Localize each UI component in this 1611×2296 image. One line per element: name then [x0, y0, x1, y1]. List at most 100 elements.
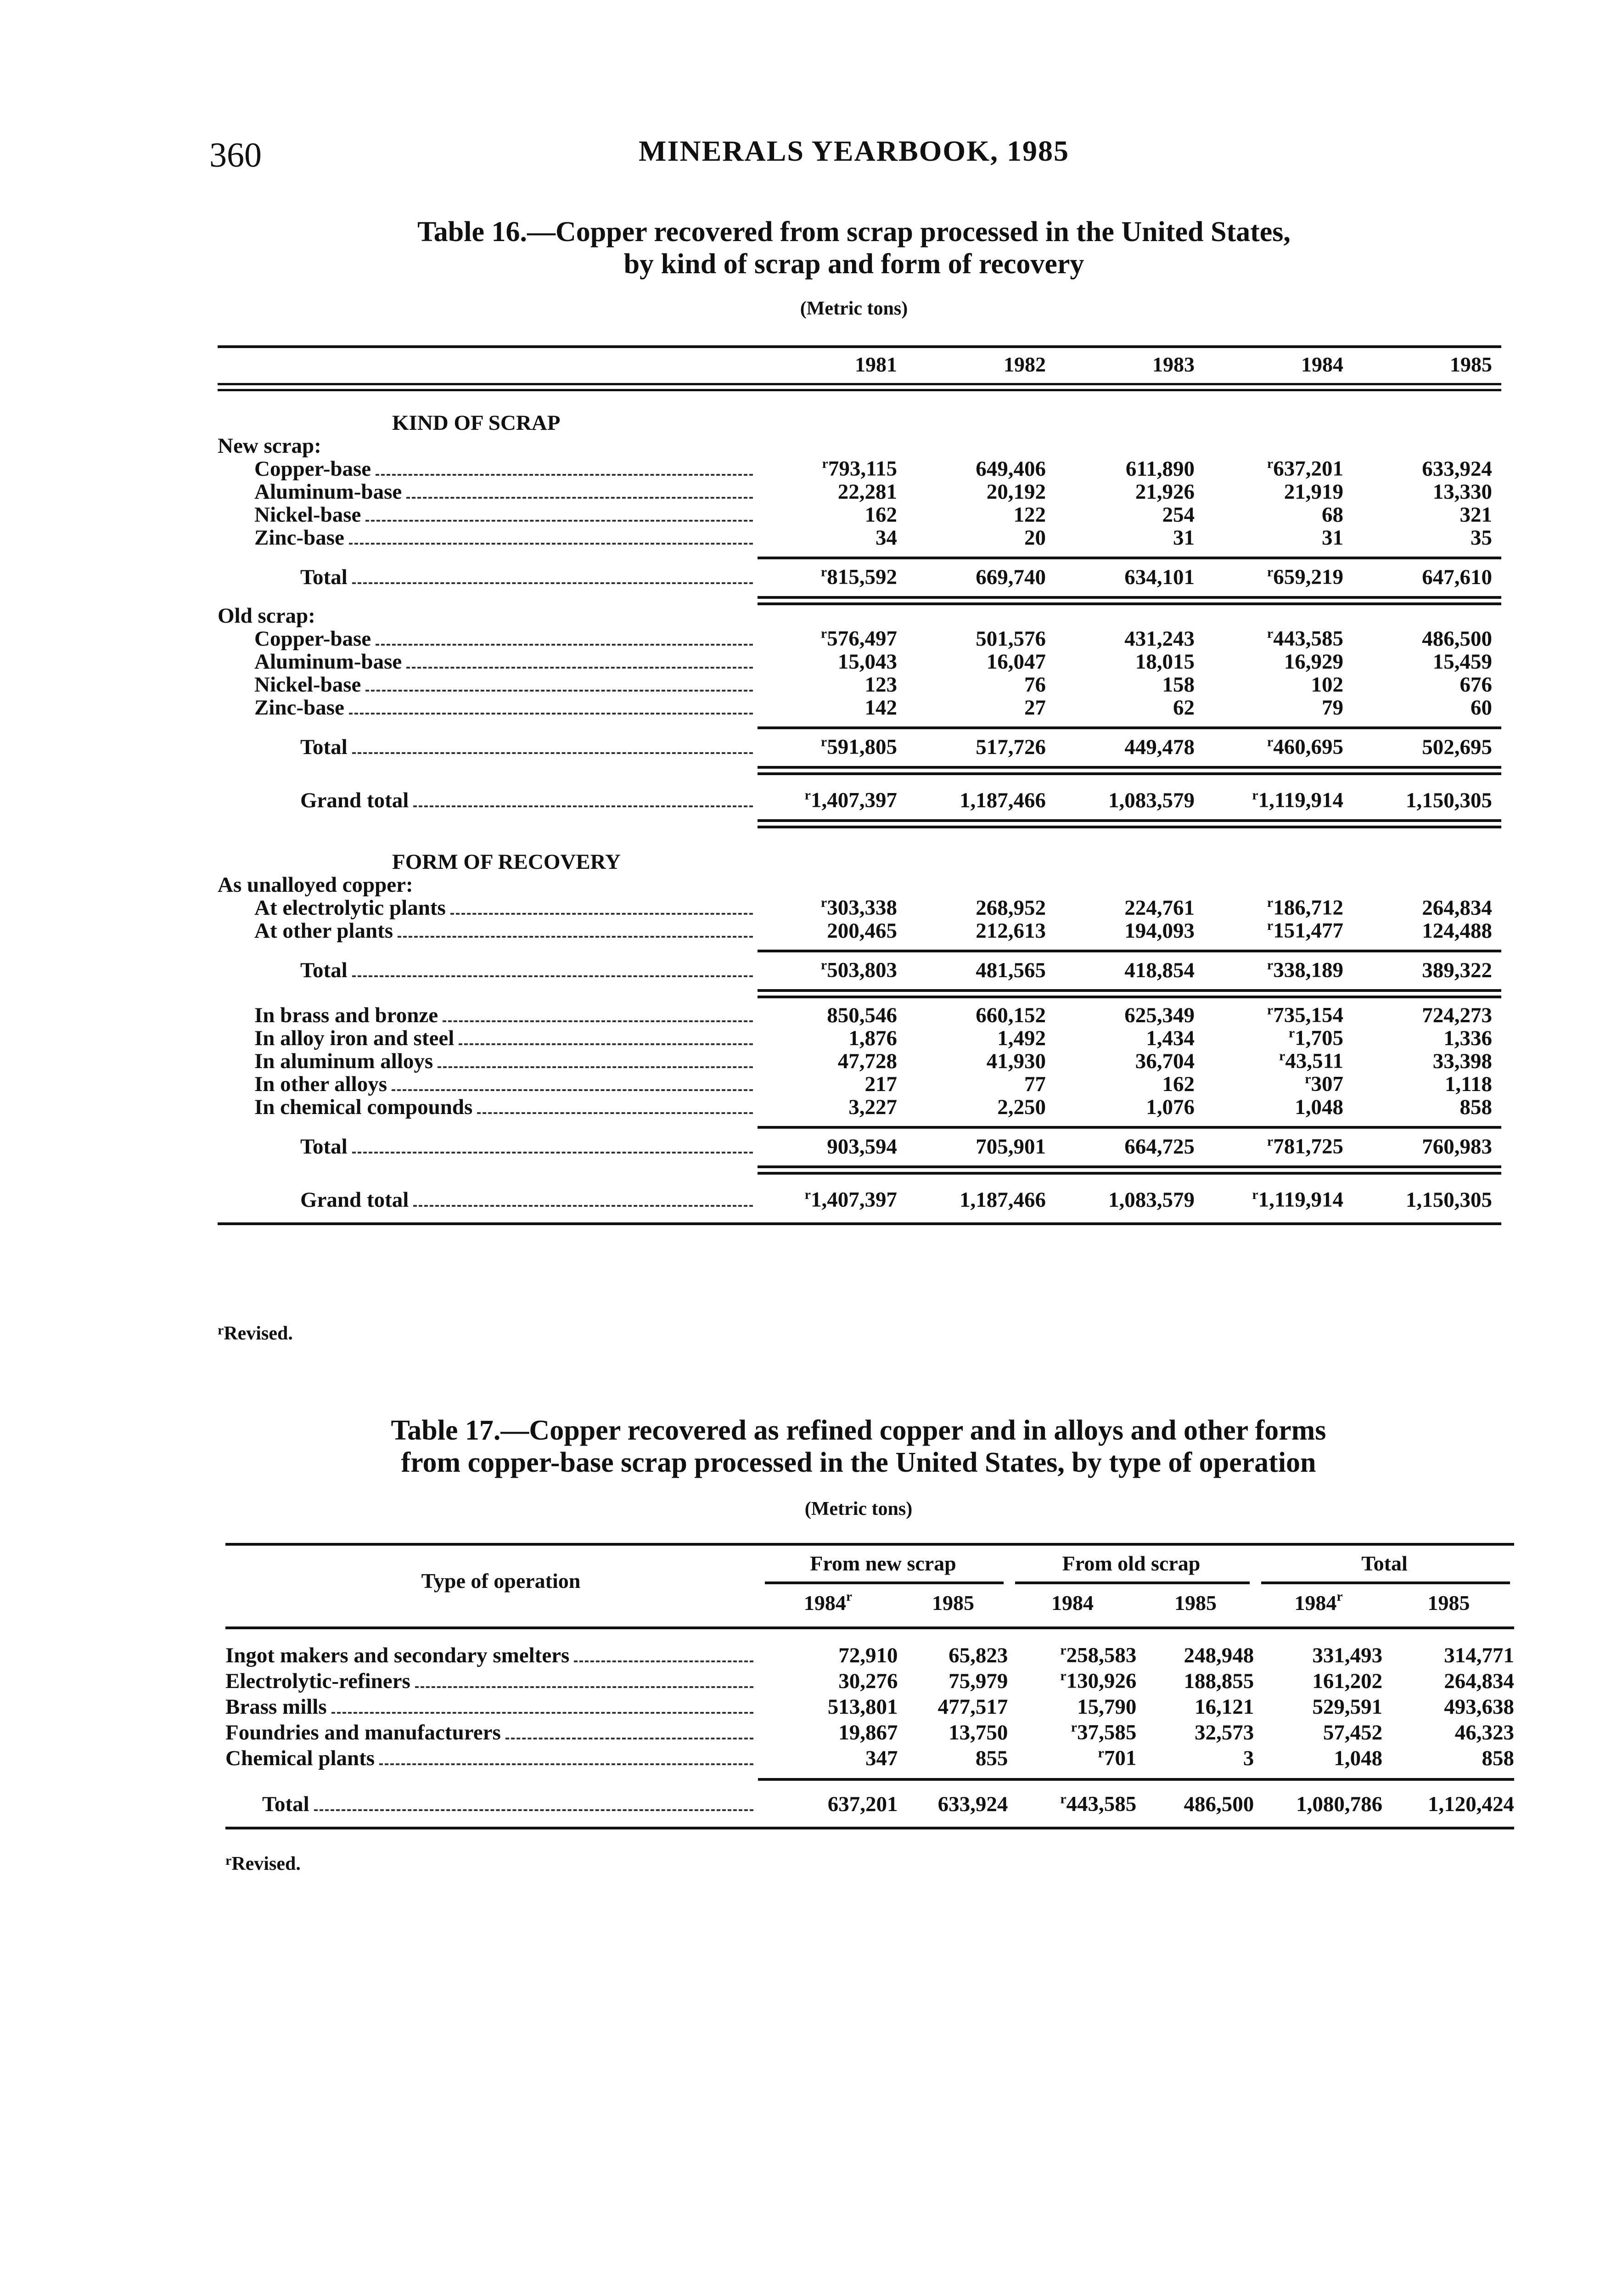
group-underline [1015, 1581, 1250, 1584]
value-cell: r637,201 [1267, 456, 1343, 481]
total-row: Total r591,805 517,726 449,478 r460,695 502,6… [218, 732, 1501, 760]
header-rule [225, 1626, 1514, 1629]
value-cell: 1,150,305 [1406, 1188, 1492, 1212]
row-label: Nickel-base [218, 672, 758, 697]
group-label: New scrap: [218, 434, 1501, 458]
value-cell: r460,695 [1267, 734, 1343, 759]
value-cell: 855 [975, 1746, 1008, 1770]
row-label-text: Copper-base [254, 627, 371, 651]
value-cell: 1,048 [1295, 1095, 1343, 1119]
value-cell: 268,952 [976, 896, 1046, 920]
revised-marker: r [846, 1589, 853, 1604]
row-label: FORM OF RECOVERY [218, 850, 758, 874]
table-row: Copper-base r793,115 649,406 611,890 r637,20… [218, 456, 1501, 481]
dot-leader [348, 713, 753, 715]
grand-total-row: Grand total r1,407,397 1,187,466 1,083,579 r… [218, 1185, 1501, 1212]
value-cell: 858 [1482, 1746, 1515, 1770]
value-cell: 486,500 [1422, 627, 1492, 651]
table-row: Zinc-base 142 27 62 79 60 [218, 696, 1501, 720]
header-rule [218, 383, 1501, 385]
row-label: Total [218, 565, 758, 590]
dot-leader [376, 474, 753, 476]
table-16-title-line1: Table 16.—Copper recovered from scrap pr… [417, 216, 1291, 248]
row-label: In brass and bronze [218, 1003, 758, 1028]
value-cell: r37,585 [1071, 1720, 1137, 1745]
value-cell: 705,901 [976, 1135, 1046, 1159]
value-cell: r735,154 [1267, 1002, 1343, 1027]
value-cell: 13,330 [1432, 480, 1492, 504]
row-label: At electrolytic plants [218, 895, 758, 920]
row-label-text: Old scrap: [218, 604, 315, 628]
value-cell: 1,434 [1146, 1026, 1195, 1050]
row-label-text: Nickel-base [254, 673, 361, 697]
value-cell: 47,728 [837, 1049, 897, 1073]
row-label-text: Zinc-base [254, 526, 344, 550]
value-cell: r701 [1098, 1745, 1137, 1770]
table-row: In brass and bronze 850,546 660,152 625,349… [218, 1002, 1501, 1028]
value-cell: 122 [1013, 503, 1046, 527]
value-cell: 158 [1162, 673, 1195, 697]
value-cell: 31 [1322, 526, 1343, 550]
row-label: Total [218, 1134, 758, 1159]
row-label: Foundries and manufacturers [225, 1720, 758, 1745]
revised-marker: r [218, 1322, 224, 1338]
bottom-rule [218, 1222, 1501, 1225]
value-cell: r186,712 [1267, 895, 1343, 920]
value-cell: 68 [1322, 503, 1343, 527]
grand-total-rule [758, 819, 1501, 822]
row-label-text: Aluminum-base [254, 650, 402, 674]
value-cell: 77 [1024, 1072, 1046, 1096]
column-header-year: 1985 [1427, 1591, 1470, 1615]
row-label-text: In other alloys [254, 1072, 387, 1096]
table-row: Brass mills 513,801 477,517 15,790 16,121 529… [225, 1694, 1514, 1719]
value-cell: 637,201 [827, 1792, 898, 1816]
row-label-text: Total [300, 735, 348, 759]
value-cell: 123 [864, 673, 898, 697]
value-cell: 633,924 [937, 1792, 1008, 1816]
value-cell: 60 [1471, 696, 1492, 720]
footnote-text: Revised. [231, 1853, 301, 1874]
value-cell: 46,323 [1454, 1721, 1515, 1745]
value-cell: 33,398 [1432, 1049, 1492, 1073]
value-cell: r659,219 [1267, 564, 1343, 589]
value-cell: 669,740 [976, 565, 1046, 589]
row-label: In alloy iron and steel [218, 1026, 758, 1051]
table-17-title-line1: Table 17.—Copper recovered as refined co… [391, 1415, 1326, 1446]
value-cell: 194,093 [1124, 919, 1195, 943]
column-header-year: 1984 [1051, 1591, 1094, 1615]
value-cell: 1,083,579 [1108, 1188, 1195, 1212]
subtotal-rule [758, 726, 1501, 729]
value-cell: 647,610 [1422, 565, 1492, 589]
value-cell: 57,452 [1323, 1721, 1383, 1745]
dot-leader [443, 1020, 753, 1022]
total-rule [758, 766, 1501, 769]
value-cell: 3,227 [848, 1095, 897, 1119]
row-label-text: Grand total [300, 788, 409, 812]
value-cell: 21,919 [1284, 480, 1343, 504]
dot-leader [352, 752, 753, 754]
value-cell: 27 [1024, 696, 1046, 720]
value-cell: r591,805 [820, 734, 897, 759]
dot-leader [376, 644, 753, 646]
row-label-text: KIND OF SCRAP [392, 411, 561, 435]
value-cell: 676 [1459, 673, 1493, 697]
value-cell: 625,349 [1124, 1003, 1195, 1027]
column-header-year: 1984r [803, 1589, 853, 1615]
row-label: Old scrap: [218, 603, 758, 628]
bottom-rule [225, 1827, 1514, 1829]
value-cell: r1,119,914 [1252, 788, 1343, 812]
dot-leader [365, 520, 753, 522]
section-heading: KIND OF SCRAP [218, 408, 1501, 435]
row-label: New scrap: [218, 433, 758, 458]
dot-leader [352, 582, 753, 584]
value-cell: 62 [1173, 696, 1195, 720]
table-16-units: (Metric tons) [800, 298, 908, 319]
row-label-text: Nickel-base [254, 503, 361, 527]
table-row: Electrolytic-refiners 30,276 75,979 r130,92… [225, 1668, 1514, 1694]
table-row: At electrolytic plants r303,338 268,952 224… [218, 895, 1501, 920]
table-17-title-line2: from copper-base scrap processed in the … [401, 1447, 1316, 1478]
value-cell: 18,015 [1135, 650, 1195, 674]
value-cell: 20,192 [986, 480, 1046, 504]
total-row: Total r503,803 481,565 418,854 r338,189 389,3… [218, 955, 1501, 983]
value-cell: 634,101 [1124, 565, 1195, 589]
